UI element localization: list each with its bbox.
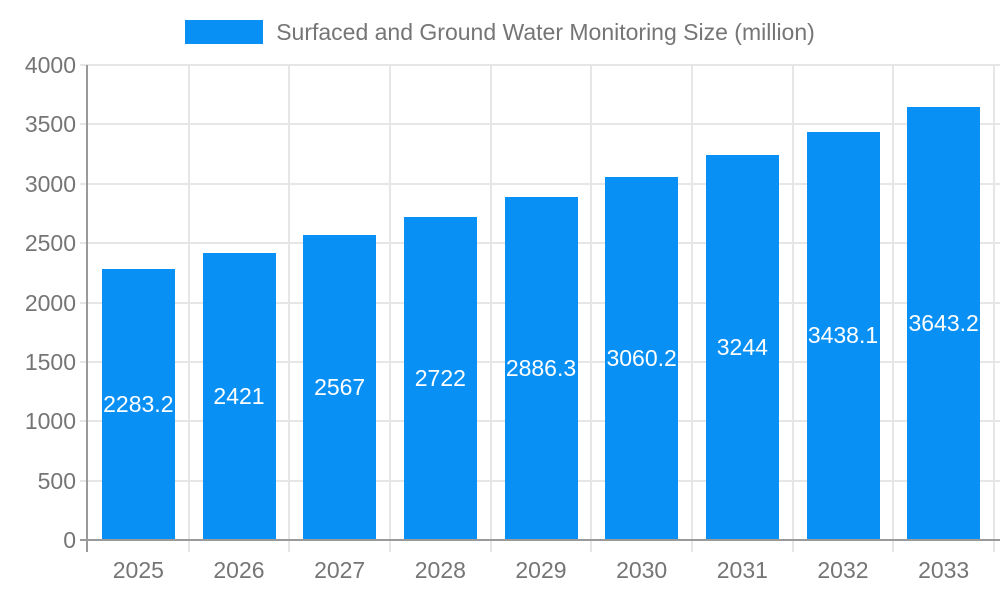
y-tick-label: 0: [63, 527, 76, 553]
y-tick-label: 500: [37, 467, 76, 494]
y-tick-label: 1000: [24, 408, 76, 435]
x-gridline: [691, 65, 693, 552]
x-tick-label: 2029: [515, 557, 567, 583]
bar-value-label: 2886.3: [505, 355, 577, 382]
x-gridline: [489, 65, 492, 552]
bar-2028: 2722: [403, 216, 477, 540]
legend-label: Surfaced and Ground Water Monitoring Siz…: [276, 18, 815, 45]
y-tick-label: 3000: [24, 170, 76, 197]
bar-2031: 3244: [705, 154, 779, 540]
bar-value-label: 3060.2: [606, 344, 677, 371]
x-tick-label: 2028: [414, 557, 466, 583]
bar-2026: 2421: [202, 252, 276, 540]
bar-2033: 3643.2: [907, 107, 981, 540]
y-tick-label: 2000: [24, 289, 76, 316]
x-gridline: [389, 65, 391, 552]
y-tick-label: 1500: [24, 348, 76, 375]
bar-value-label: 2283.2: [103, 390, 174, 417]
x-tick-label: 2026: [213, 557, 265, 583]
x-axis-line: [80, 539, 1000, 541]
x-gridline: [791, 65, 794, 552]
y-gridline: [80, 123, 1000, 126]
legend-color-swatch: [185, 20, 264, 44]
y-gridline: [80, 64, 1000, 66]
x-tick-label: 2032: [817, 557, 869, 583]
y-axis-line: [86, 65, 88, 552]
x-gridline: [892, 65, 895, 552]
bar-value-label: 2567: [314, 374, 366, 401]
bar-2027: 2567: [303, 235, 377, 540]
x-tick-label: 2033: [918, 557, 970, 583]
bar-2029: 2886.3: [504, 197, 578, 540]
x-tick-label: 2030: [616, 557, 668, 583]
chart-legend: Surfaced and Ground Water Monitoring Siz…: [0, 17, 1000, 47]
bar-2032: 3438.1: [806, 131, 880, 540]
y-tick-label: 4000: [24, 52, 76, 78]
bar-value-label: 2421: [213, 382, 265, 409]
y-tick-label: 2500: [24, 230, 76, 257]
bar-2030: 3060.2: [605, 176, 679, 540]
y-tick-label: 3500: [24, 111, 76, 138]
bar-value-label: 2722: [414, 364, 466, 391]
bar-value-label: 3244: [716, 333, 768, 360]
x-tick-label: 2031: [716, 557, 768, 583]
x-tick-label: 2025: [112, 557, 164, 583]
bar-value-label: 3643.2: [908, 310, 979, 337]
y-gridline: [80, 182, 1000, 185]
x-gridline: [187, 65, 190, 552]
x-gridline: [590, 65, 593, 552]
plot-area: 2283.2 2421 2567 2722 2886.3 3060.2 3244 3438.1…: [80, 64, 1000, 552]
x-gridline: [993, 65, 995, 552]
bar-2025: 2283.2: [101, 268, 175, 540]
x-tick-label: 2027: [314, 557, 366, 583]
bar-value-label: 3438.1: [807, 322, 879, 349]
x-gridline: [288, 65, 291, 552]
